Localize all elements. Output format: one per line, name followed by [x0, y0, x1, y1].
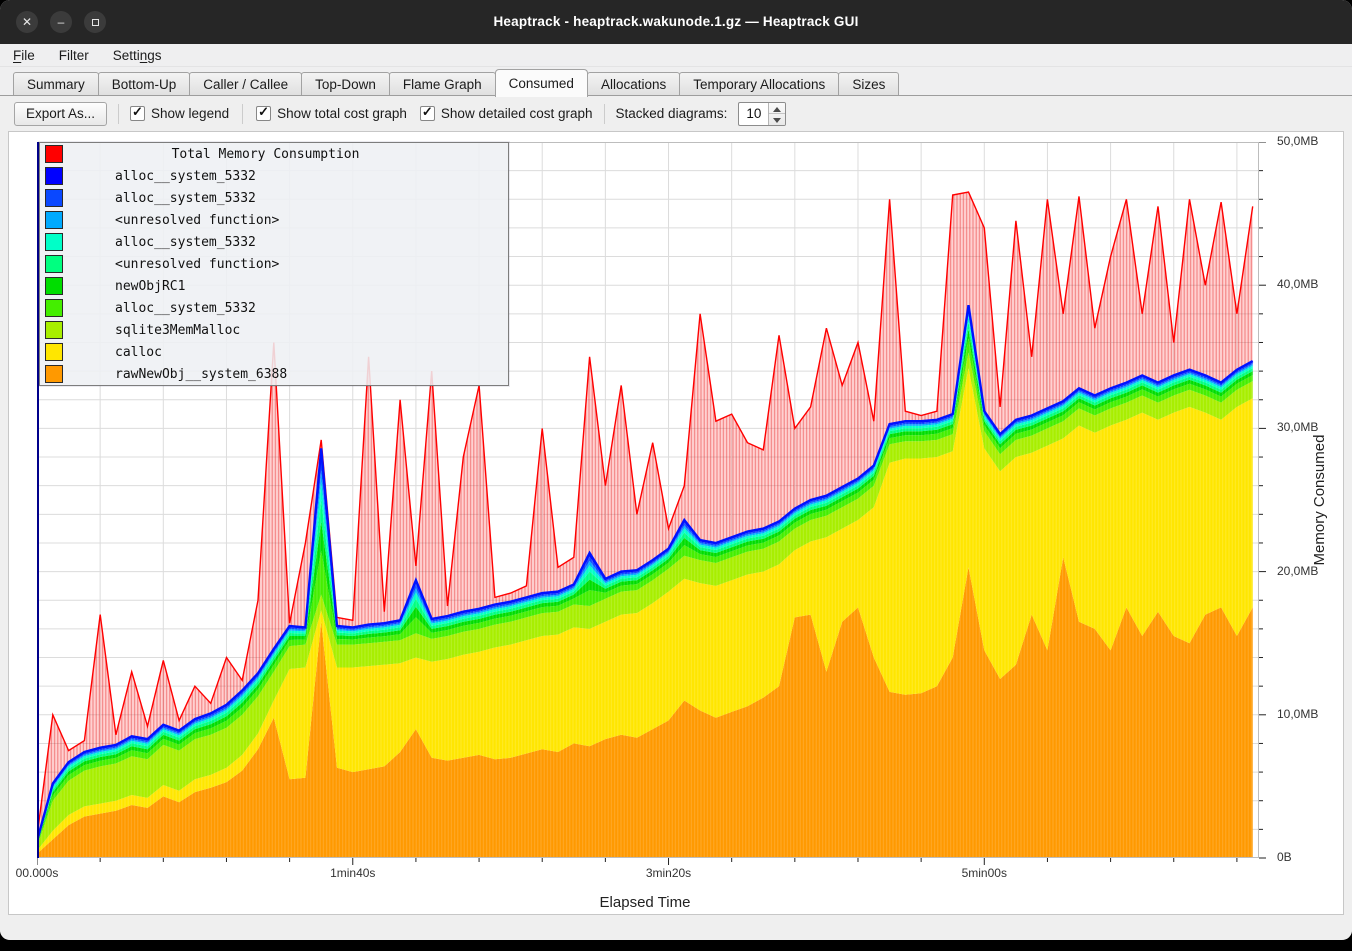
checkbox-label: Show total cost graph: [277, 106, 407, 121]
spinbox-buttons: [768, 102, 786, 125]
stack-stripe-overlay: [37, 305, 1253, 858]
maximize-icon[interactable]: [84, 11, 106, 33]
chart-panel: Total Memory Consumption alloc__system_53…: [8, 131, 1344, 915]
legend-label: alloc__system_5332: [115, 190, 256, 206]
y-tick-label: 10,0MB: [1277, 706, 1319, 721]
tab-bottom-up[interactable]: Bottom-Up: [97, 72, 191, 96]
x-tick-label: 5min00s: [961, 866, 1007, 880]
legend-swatch: [45, 255, 63, 273]
spin-up-button[interactable]: [769, 103, 785, 114]
checkbox-label: Show detailed cost graph: [440, 106, 593, 121]
window-bottom-strip: [0, 915, 1352, 939]
legend-label: calloc: [115, 344, 162, 360]
minimize-icon[interactable]: –: [50, 11, 72, 33]
legend-swatch: [45, 321, 63, 339]
tab-flame-graph[interactable]: Flame Graph: [388, 72, 496, 96]
legend-swatch: [45, 211, 63, 229]
x-tick-label: 3min20s: [645, 866, 692, 880]
legend-swatch: [45, 167, 63, 185]
legend-swatch: [45, 299, 63, 317]
chevron-up-icon: [773, 106, 782, 112]
checkbox-box[interactable]: ✓: [130, 104, 146, 121]
tab-temporary-allocations[interactable]: Temporary Allocations: [679, 72, 840, 96]
y-tick-label: 40,0MB: [1277, 277, 1319, 292]
toolbar: Export As... ✓ Show legend ✓ Show total cos…: [0, 96, 1352, 131]
menu-file[interactable]: File: [13, 47, 35, 63]
tab-top-down[interactable]: Top-Down: [301, 72, 390, 96]
legend-title-row: Total Memory Consumption: [40, 143, 508, 165]
checkbox-show-legend[interactable]: ✓ Show legend: [130, 104, 230, 121]
legend-swatch: [45, 343, 63, 361]
checkbox-box[interactable]: ✓: [256, 104, 272, 121]
checkbox-box[interactable]: ✓: [419, 104, 435, 121]
window-controls: ✕ –: [16, 11, 106, 33]
tab-bar: Summary Bottom-Up Caller / Callee Top-Down F…: [0, 67, 1352, 97]
legend-label: sqlite3MemMalloc: [115, 322, 241, 338]
legend-item: sqlite3MemMalloc: [40, 319, 508, 341]
x-axis-title: Elapsed Time: [599, 894, 691, 911]
checkbox-show-total-cost-graph[interactable]: ✓ Show total cost graph: [256, 104, 407, 121]
y-tick-label: 50,0MB: [1277, 134, 1319, 148]
legend-swatch: [45, 189, 63, 207]
toolbar-separator: [603, 103, 605, 124]
legend-item: newObjRC1: [40, 275, 508, 297]
legend-item: alloc__system_5332: [40, 297, 508, 319]
checkbox-show-detailed-cost-graph[interactable]: ✓ Show detailed cost graph: [419, 104, 593, 121]
x-tick-label: 1min40s: [330, 866, 376, 880]
spinbox-value[interactable]: 10: [746, 105, 762, 121]
y-tick-label: 0B: [1277, 850, 1292, 864]
legend-label: alloc__system_5332: [115, 168, 256, 184]
tab-consumed[interactable]: Consumed: [494, 69, 588, 97]
legend-label: newObjRC1: [115, 278, 186, 294]
area-total-hatch: [37, 192, 1253, 841]
spin-down-button[interactable]: [769, 113, 786, 125]
legend-swatch: [45, 233, 63, 251]
legend-label: alloc__system_5332: [115, 300, 256, 316]
legend-item: alloc__system_5332: [40, 231, 508, 253]
window-title: Heaptrack - heaptrack.wakunode.1.gz — He…: [493, 14, 859, 29]
export-as-button[interactable]: Export As...: [14, 101, 108, 126]
legend-label: alloc__system_5332: [115, 234, 256, 250]
tab-allocations[interactable]: Allocations: [586, 72, 681, 96]
detailed-stack-top-line: [37, 305, 1254, 842]
legend-title: Total Memory Consumption: [171, 146, 360, 162]
chevron-down-icon: [773, 118, 782, 123]
memory-consumption-chart[interactable]: [37, 142, 1269, 868]
y-tick-label: 20,0MB: [1277, 563, 1319, 578]
tab-sizes[interactable]: Sizes: [838, 72, 900, 96]
legend-swatch: [45, 277, 63, 295]
legend-item: <unresolved function>: [40, 209, 508, 231]
x-tick-label: 00.000s: [15, 866, 59, 880]
y-axis-title: Memory Consumed: [1311, 434, 1328, 566]
tab-summary[interactable]: Summary: [13, 72, 99, 96]
legend-item: <unresolved function>: [40, 253, 508, 275]
menu-bar: File Filter Settings: [0, 44, 1352, 67]
stacked-diagrams-spinbox[interactable]: 10: [738, 101, 787, 126]
legend-item: alloc__system_5332: [40, 165, 508, 187]
legend-item: calloc: [40, 341, 508, 363]
title-bar: ✕ – Heaptrack - heaptrack.wakunode.1.gz …: [0, 0, 1352, 44]
total-cost-line: [37, 191, 1254, 837]
menu-settings[interactable]: Settings: [112, 47, 162, 63]
legend-label: <unresolved function>: [115, 256, 280, 272]
tab-caller-callee[interactable]: Caller / Callee: [189, 72, 303, 96]
y-tick-label: 30,0MB: [1277, 420, 1319, 435]
chart-legend: Total Memory Consumption alloc__system_53…: [39, 142, 509, 386]
legend-label: <unresolved function>: [115, 212, 280, 228]
stacked-diagrams-label: Stacked diagrams:: [615, 106, 728, 121]
legend-label: rawNewObj__system_6388: [115, 366, 288, 382]
close-icon[interactable]: ✕: [16, 11, 38, 33]
checkbox-label: Show legend: [151, 106, 230, 121]
toolbar-separator: [118, 103, 120, 124]
legend-item: rawNewObj__system_6388: [40, 363, 508, 385]
toolbar-separator: [242, 103, 244, 124]
legend-swatch: [45, 145, 63, 163]
legend-swatch: [45, 365, 63, 383]
checkbox-group: ✓ Show legend ✓ Show total cost graph ✓ Show …: [130, 103, 593, 124]
legend-item: alloc__system_5332: [40, 187, 508, 209]
menu-filter[interactable]: Filter: [58, 47, 89, 63]
